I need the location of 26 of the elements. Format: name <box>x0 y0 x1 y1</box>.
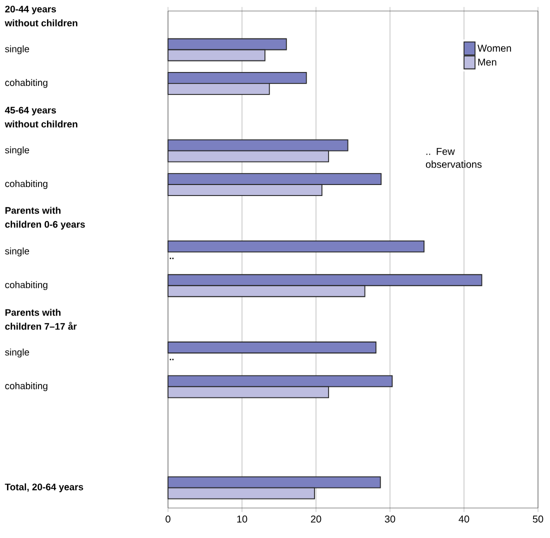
y-tick-label: single <box>5 45 30 54</box>
y-tick-label: cohabiting <box>5 79 48 88</box>
legend-label: Men <box>478 58 496 66</box>
y-tick-label: single <box>5 146 30 156</box>
y-tick-label: cohabiting <box>5 382 48 392</box>
bar <box>168 342 376 354</box>
bar <box>168 240 424 252</box>
y-tick-label: Parents with children 7–17 år <box>5 308 77 330</box>
x-tick-label: 50 <box>532 516 544 523</box>
y-tick-label: Total, 20-64 years <box>4 483 84 492</box>
x-tick-label: 20 <box>310 516 322 523</box>
annotation: .. Few observations <box>426 148 482 168</box>
y-tick-label: 20-44 years without children <box>4 6 78 26</box>
y-tick-label: Parents with children 0-6 years <box>5 206 85 230</box>
legend-label: Women <box>478 44 511 52</box>
y-tick-label: 45-64 years without children <box>4 106 78 128</box>
x-tick-label: 30 <box>384 516 396 523</box>
x-tick-label: 10 <box>237 516 248 523</box>
y-tick-label: cohabiting <box>5 180 48 189</box>
x-tick-label: 40 <box>458 516 470 523</box>
y-tick-label: cohabiting <box>5 281 48 290</box>
text: .. <box>170 358 174 360</box>
x-tick-label: 0 <box>166 516 170 523</box>
y-tick-label: single <box>5 348 30 358</box>
y-tick-label: single <box>5 248 30 256</box>
text: .. <box>170 258 174 260</box>
